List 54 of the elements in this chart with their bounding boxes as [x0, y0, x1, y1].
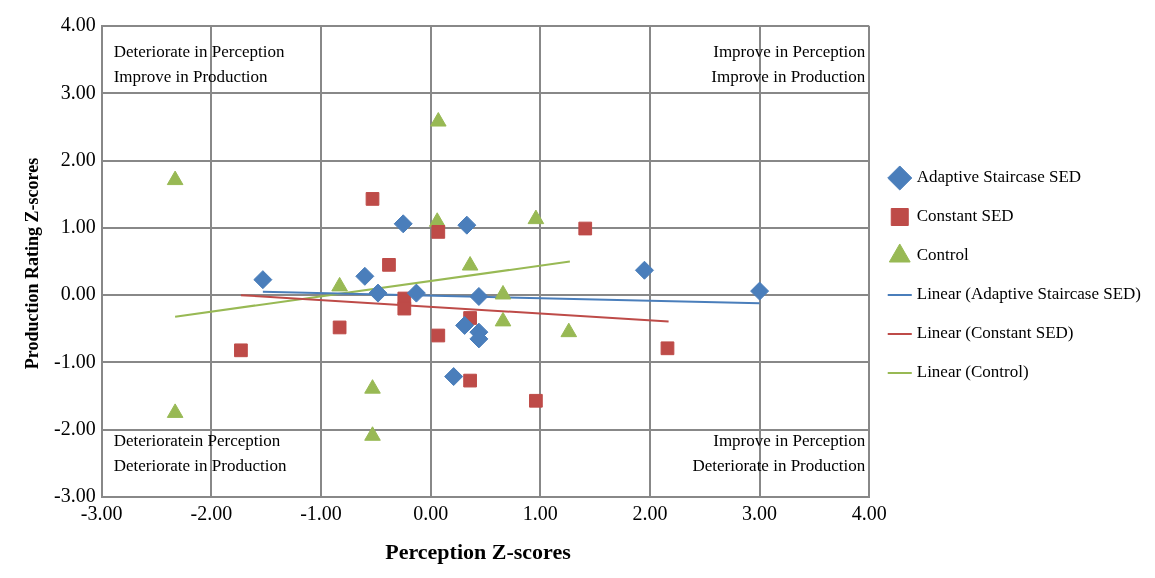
- x-tick-label: 2.00: [632, 502, 668, 525]
- point: [397, 301, 412, 316]
- point: [253, 270, 273, 290]
- point: [365, 192, 380, 206]
- x-tick-label: 0.00: [413, 502, 449, 525]
- point: [469, 286, 489, 306]
- y-axis-title: Production Rating Z-scores: [22, 157, 44, 369]
- point: [332, 320, 347, 335]
- y-tick-label: 4.00: [60, 13, 96, 36]
- point: [430, 112, 447, 127]
- x-tick-label: -2.00: [190, 502, 233, 525]
- annotation: Improve in Perception Improve in Production: [711, 41, 866, 86]
- point: [431, 328, 446, 343]
- point: [634, 260, 654, 280]
- y-tick-label: -1.00: [53, 349, 96, 372]
- point: [750, 281, 770, 301]
- y-tick-label: 3.00: [60, 80, 96, 103]
- point: [444, 367, 464, 387]
- annotation: Deteriorate in Perception Improve in Production: [113, 41, 286, 86]
- legend-label: Adaptive Staircase SED: [916, 167, 1082, 187]
- point: [527, 209, 545, 225]
- x-tick-label: -1.00: [300, 502, 342, 525]
- x-tick-label: 3.00: [742, 502, 778, 525]
- point: [560, 322, 578, 338]
- y-tick-label: 1.00: [60, 215, 96, 238]
- y-tick-label: 2.00: [60, 147, 96, 170]
- legend-label: Control: [916, 245, 969, 265]
- point: [406, 283, 426, 303]
- point: [578, 221, 593, 236]
- x-tick-label: 1.00: [522, 502, 558, 525]
- point: [382, 258, 396, 272]
- point: [331, 276, 348, 292]
- point: [455, 315, 475, 335]
- x-axis-title: Perception Z-scores: [384, 539, 572, 565]
- point: [234, 343, 248, 358]
- point: [457, 215, 477, 235]
- legend-label: Linear (Adaptive Staircase SED): [916, 284, 1141, 304]
- point: [463, 373, 477, 388]
- y-tick-label: -2.00: [53, 416, 96, 439]
- point: [368, 283, 388, 303]
- legend-label: Linear (Control): [916, 362, 1029, 382]
- point: [355, 266, 375, 286]
- point: [660, 341, 675, 356]
- point: [166, 170, 184, 186]
- y-tick-label: 0.00: [60, 282, 96, 305]
- x-tick-label: 4.00: [851, 502, 887, 525]
- point: [393, 214, 413, 234]
- legend-label: Constant SED: [916, 206, 1014, 226]
- point: [461, 256, 479, 271]
- point: [431, 225, 446, 239]
- point: [529, 393, 543, 408]
- annotation: Improve in Perception Deteriorate in Production: [692, 430, 866, 475]
- annotation: Deterioratein Perception Deteriorate in Production: [113, 430, 287, 475]
- legend-label: Linear (Constant SED): [916, 323, 1074, 343]
